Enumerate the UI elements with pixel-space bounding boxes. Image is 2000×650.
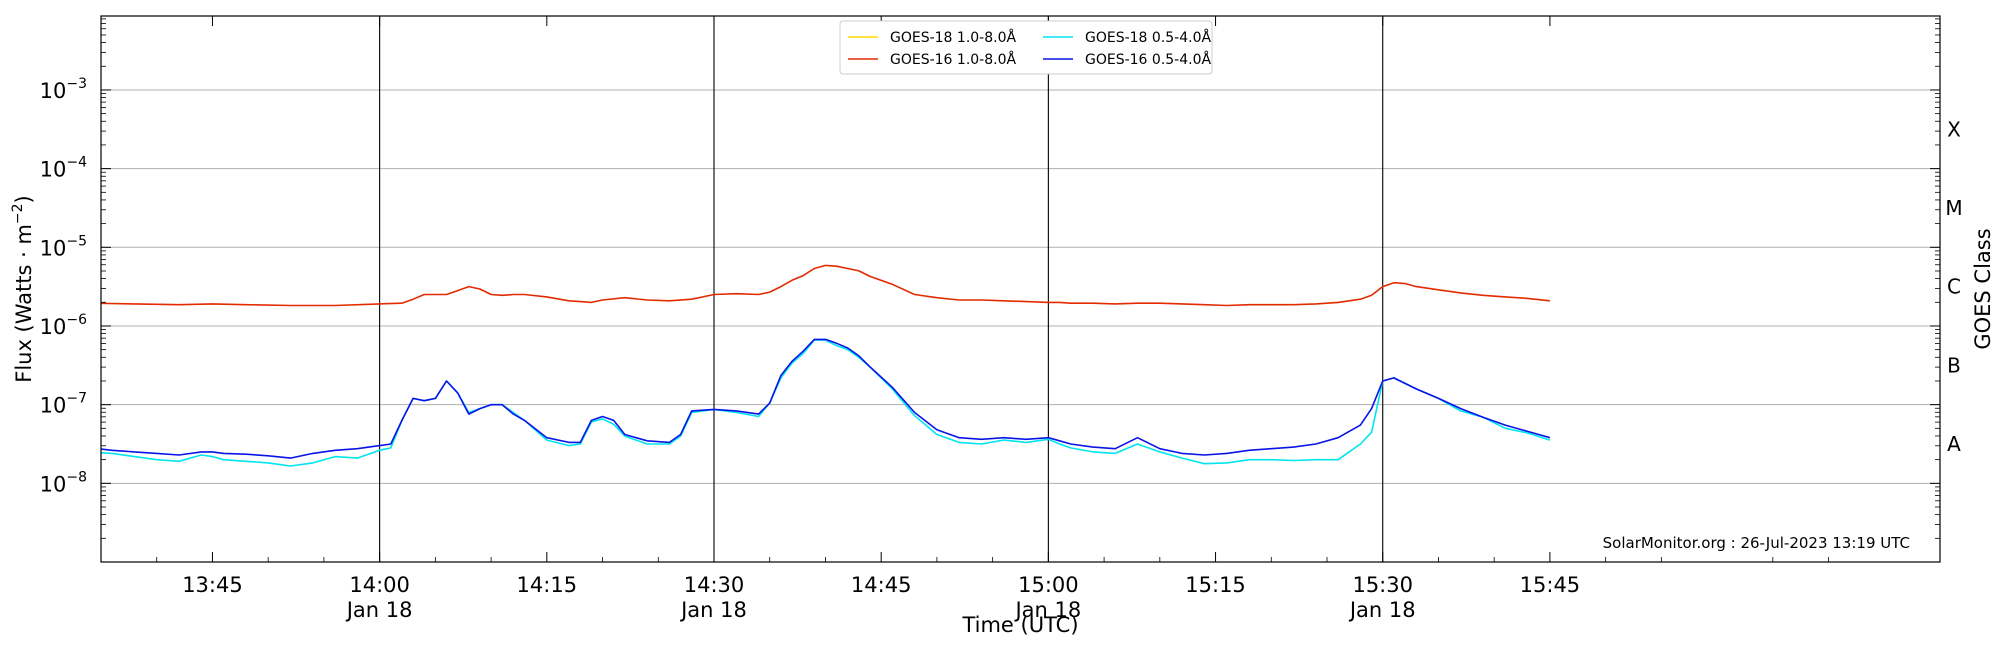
- goes-class-b: B: [1947, 353, 1961, 377]
- goes-class-c: C: [1947, 275, 1961, 299]
- series-line-3: [101, 338, 1551, 459]
- y-tick-label-exponent: −3: [66, 76, 87, 92]
- x-tick-label: 13:45: [182, 573, 243, 597]
- legend: GOES-18 1.0-8.0Å GOES-18 0.5-4.0Å GOES-16 …: [839, 20, 1213, 75]
- x-tick-date-label: Jan 18: [1348, 598, 1416, 622]
- x-tick-label: 14:45: [851, 573, 912, 597]
- x-tick-label: 14:00: [349, 573, 410, 597]
- y-tick-label-base: 10: [40, 79, 67, 103]
- goes-class-a: A: [1947, 432, 1961, 456]
- x-tick-date-label: Jan 18: [679, 598, 747, 622]
- y-axis-label-close: ): [12, 195, 36, 203]
- y-axis-label-text: Flux (Watts · m−2): [10, 195, 36, 383]
- y-tick-label: 10−5: [40, 233, 87, 260]
- x-tick-label: 15:30: [1352, 573, 1413, 597]
- data-series: [101, 264, 1551, 467]
- x-tick-label: 15:15: [1185, 573, 1246, 597]
- goes-class-x: X: [1947, 117, 1961, 141]
- x-tick-label: 14:15: [517, 573, 578, 597]
- plot-frame: [100, 15, 1941, 563]
- x-tick-label: 14:30: [684, 573, 745, 597]
- y-tick-label-base: 10: [40, 158, 67, 182]
- y-tick-label-base: 10: [40, 394, 67, 418]
- x-tick-date-label: Jan 18: [345, 598, 413, 622]
- series-line-2: [101, 339, 1551, 467]
- y-tick-label-exponent: −6: [66, 312, 87, 328]
- x-tick-label: 15:00: [1018, 573, 1079, 597]
- y-tick-label-base: 10: [40, 472, 67, 496]
- x-axis-label: Time (UTC): [961, 613, 1078, 637]
- y-axis-label-main: Flux (Watts · m: [12, 224, 36, 383]
- legend-label: GOES-18 1.0-8.0Å: [890, 29, 1016, 46]
- legend-label: GOES-18 0.5-4.0Å: [1085, 29, 1211, 46]
- y-tick-label: 10−3: [40, 76, 87, 103]
- day-boundary-lines: [379, 16, 1384, 562]
- y-tick-label-base: 10: [40, 315, 67, 339]
- y-tick-label-exponent: −5: [66, 233, 87, 249]
- y-tick-label: 10−7: [40, 391, 87, 418]
- x-tick-date-label: Jan 18: [1013, 598, 1081, 622]
- legend-box: [839, 20, 1213, 75]
- y-tick-label-base: 10: [40, 236, 67, 260]
- y-tick-label-exponent: −7: [66, 391, 87, 407]
- y-tick-label-exponent: −4: [66, 155, 87, 171]
- goes-class-m: M: [1945, 196, 1962, 220]
- y-tick-label: 10−8: [40, 469, 87, 496]
- series-line-1: [101, 264, 1550, 307]
- legend-label: GOES-16 1.0-8.0Å: [890, 51, 1016, 68]
- y-axis-label-exponent: −2: [10, 203, 26, 224]
- source-annotation: SolarMonitor.org : 26-Jul-2023 13:19 UTC: [1603, 534, 1910, 552]
- y-tick-label: 10−6: [40, 312, 87, 339]
- grid-lines: [101, 89, 1940, 484]
- y-tick-label: 10−4: [40, 155, 87, 182]
- y-tick-label-exponent: −8: [66, 469, 87, 485]
- legend-label: GOES-16 0.5-4.0Å: [1085, 51, 1211, 68]
- y-axis-label: Flux (Watts · m−2): [10, 195, 36, 383]
- goes-class-axis-label: GOES Class: [1971, 228, 1995, 349]
- x-tick-label: 15:45: [1520, 573, 1581, 597]
